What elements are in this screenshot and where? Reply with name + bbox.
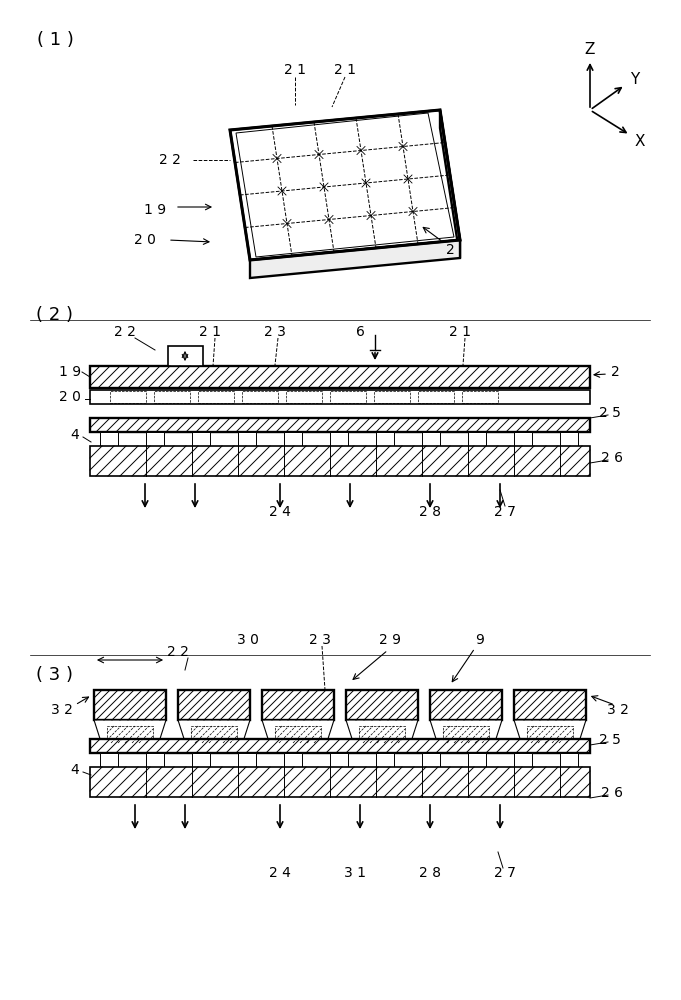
Text: 2 6: 2 6	[601, 451, 623, 465]
Polygon shape	[262, 690, 334, 720]
Polygon shape	[168, 346, 203, 366]
Text: 2 5: 2 5	[599, 406, 621, 420]
Polygon shape	[376, 432, 394, 446]
Polygon shape	[146, 432, 164, 446]
Text: 2 7: 2 7	[494, 866, 516, 880]
Polygon shape	[192, 753, 210, 767]
Text: 2 2: 2 2	[167, 645, 189, 659]
Polygon shape	[430, 690, 502, 720]
Polygon shape	[346, 690, 418, 720]
Polygon shape	[422, 432, 440, 446]
Text: 2 8: 2 8	[419, 866, 441, 880]
Text: 4: 4	[71, 763, 80, 777]
Text: 9: 9	[475, 633, 484, 647]
Text: 2 0: 2 0	[134, 233, 156, 247]
Polygon shape	[192, 432, 210, 446]
Polygon shape	[514, 690, 586, 720]
Polygon shape	[90, 366, 590, 388]
Text: 2 3: 2 3	[309, 633, 331, 647]
Polygon shape	[346, 720, 418, 745]
Text: 2 1: 2 1	[199, 325, 221, 339]
Text: Z: Z	[585, 42, 595, 57]
Polygon shape	[514, 720, 586, 745]
Text: 2 3: 2 3	[264, 325, 286, 339]
Polygon shape	[440, 110, 460, 258]
Text: 2 4: 2 4	[269, 866, 291, 880]
Polygon shape	[514, 432, 532, 446]
Polygon shape	[376, 753, 394, 767]
Polygon shape	[178, 690, 250, 720]
Polygon shape	[90, 446, 590, 476]
Text: 2 0: 2 0	[59, 390, 81, 404]
Text: 2 7: 2 7	[494, 505, 516, 519]
Polygon shape	[330, 753, 348, 767]
Text: 2 2: 2 2	[159, 153, 181, 167]
Text: 2 1: 2 1	[449, 325, 471, 339]
Text: 1 9: 1 9	[144, 203, 166, 217]
Polygon shape	[100, 432, 118, 446]
Text: Y: Y	[631, 73, 639, 88]
Text: 2 4: 2 4	[269, 505, 291, 519]
Polygon shape	[90, 767, 590, 797]
Text: 2 5: 2 5	[599, 733, 621, 747]
Polygon shape	[330, 432, 348, 446]
Text: 2 1: 2 1	[334, 63, 356, 77]
Text: 6: 6	[355, 325, 364, 339]
Polygon shape	[430, 720, 502, 745]
Text: 2 2: 2 2	[114, 325, 136, 339]
Polygon shape	[284, 432, 302, 446]
Polygon shape	[94, 720, 166, 745]
Text: 2 6: 2 6	[601, 786, 623, 800]
Text: 1 9: 1 9	[59, 365, 81, 379]
Polygon shape	[90, 418, 590, 432]
Text: 2 9: 2 9	[379, 633, 401, 647]
Polygon shape	[90, 739, 590, 753]
Polygon shape	[250, 240, 460, 278]
Text: 2: 2	[445, 243, 454, 257]
Text: 3 2: 3 2	[607, 703, 629, 717]
Polygon shape	[238, 432, 256, 446]
Polygon shape	[514, 753, 532, 767]
Polygon shape	[100, 753, 118, 767]
Text: 3 2: 3 2	[51, 703, 73, 717]
Polygon shape	[468, 753, 486, 767]
Text: ( 2 ): ( 2 )	[37, 306, 74, 324]
Polygon shape	[94, 690, 166, 720]
Polygon shape	[178, 720, 250, 745]
Text: 2 8: 2 8	[419, 505, 441, 519]
Text: 2 1: 2 1	[284, 63, 306, 77]
Polygon shape	[262, 720, 334, 745]
Polygon shape	[90, 390, 590, 404]
Text: ( 1 ): ( 1 )	[37, 31, 74, 49]
Text: X: X	[635, 134, 646, 149]
Polygon shape	[146, 753, 164, 767]
Text: 4: 4	[71, 428, 80, 442]
Polygon shape	[238, 753, 256, 767]
Text: ( 3 ): ( 3 )	[37, 666, 74, 684]
Polygon shape	[284, 753, 302, 767]
Polygon shape	[468, 432, 486, 446]
Text: 3 0: 3 0	[237, 633, 259, 647]
Polygon shape	[230, 110, 460, 260]
Polygon shape	[560, 753, 578, 767]
Polygon shape	[560, 432, 578, 446]
Text: 3 1: 3 1	[344, 866, 366, 880]
Text: 2: 2	[611, 365, 620, 379]
Polygon shape	[422, 753, 440, 767]
